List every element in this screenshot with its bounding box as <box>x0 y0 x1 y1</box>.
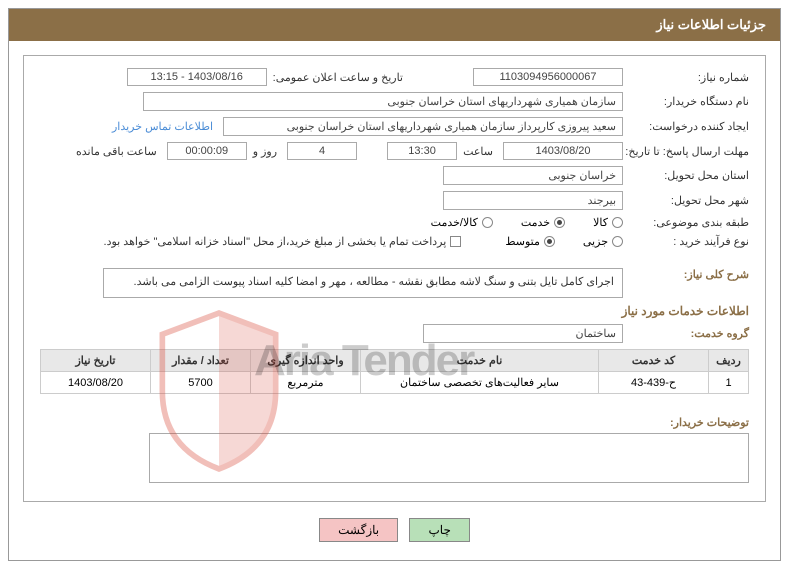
button-bar: چاپ بازگشت <box>23 508 766 546</box>
service-info-label: اطلاعات خدمات مورد نیاز <box>622 304 749 318</box>
form-box: Aria Tender شماره نیاز: 1103094956000067… <box>23 55 766 502</box>
row-summary: شرح کلی نیاز: اجرای کامل تایل بتنی و سنگ… <box>40 268 749 298</box>
category-radios: کالا خدمت کالا/خدمت <box>431 216 623 229</box>
service-group-value: ساختمان <box>423 324 623 343</box>
time-label: ساعت <box>463 145 493 158</box>
radio-medium[interactable]: متوسط <box>505 235 555 248</box>
th-qty: تعداد / مقدار <box>151 350 251 372</box>
th-code: کد خدمت <box>599 350 709 372</box>
city-value: بیرجند <box>443 191 623 210</box>
requester-label: ایجاد کننده درخواست: <box>629 120 749 133</box>
deadline-label: مهلت ارسال پاسخ: تا تاریخ: <box>629 145 749 158</box>
buyer-notes-label: توضیحات خریدار: <box>629 400 749 429</box>
td-qty: 5700 <box>151 372 251 394</box>
row-requester: ایجاد کننده درخواست: سعید پیروزی کارپردا… <box>40 117 749 136</box>
page-wrapper: جزئیات اطلاعات نیاز Aria Tender شماره نی… <box>8 8 781 561</box>
row-city: شهر محل تحویل: بیرجند <box>40 191 749 210</box>
payment-checkbox[interactable] <box>450 236 461 247</box>
days-and-label: روز و <box>253 145 277 158</box>
row-need-number: شماره نیاز: 1103094956000067 تاریخ و ساع… <box>40 68 749 86</box>
th-index: ردیف <box>709 350 749 372</box>
category-label: طبقه بندی موضوعی: <box>629 216 749 229</box>
need-number-value: 1103094956000067 <box>473 68 623 86</box>
process-radios: جزیی متوسط <box>505 235 623 248</box>
row-process: نوع فرآیند خرید : جزیی متوسط پرداخت تمام… <box>40 235 749 248</box>
table-row: 1 ح-439-43 سایر فعالیت‌های تخصصی ساختمان… <box>41 372 749 394</box>
content-area: Aria Tender شماره نیاز: 1103094956000067… <box>9 41 780 560</box>
need-number-label: شماره نیاز: <box>629 71 749 84</box>
announce-date-value: 1403/08/16 - 13:15 <box>127 68 267 86</box>
table-header-row: ردیف کد خدمت نام خدمت واحد اندازه گیری ت… <box>41 350 749 372</box>
header-title: جزئیات اطلاعات نیاز <box>656 17 766 32</box>
buyer-notes-box <box>149 433 749 483</box>
province-value: خراسان جنوبی <box>443 166 623 185</box>
province-label: استان محل تحویل: <box>629 169 749 182</box>
td-index: 1 <box>709 372 749 394</box>
requester-value: سعید پیروزی کارپرداز سازمان همیاری شهردا… <box>223 117 623 136</box>
row-buyer-org: نام دستگاه خریدار: سازمان همیاری شهرداری… <box>40 92 749 111</box>
payment-note: پرداخت تمام یا بخشی از مبلغ خرید،از محل … <box>104 235 447 248</box>
row-province: استان محل تحویل: خراسان جنوبی <box>40 166 749 185</box>
row-category: طبقه بندی موضوعی: کالا خدمت کالا/خدمت <box>40 216 749 229</box>
deadline-time: 13:30 <box>387 142 457 160</box>
td-date: 1403/08/20 <box>41 372 151 394</box>
deadline-date: 1403/08/20 <box>503 142 623 160</box>
td-name: سایر فعالیت‌های تخصصی ساختمان <box>361 372 599 394</box>
days-count: 4 <box>287 142 357 160</box>
remaining-label: ساعت باقی مانده <box>76 145 157 158</box>
radio-goods[interactable]: کالا <box>593 216 623 229</box>
buyer-org-value: سازمان همیاری شهرداریهای استان خراسان جن… <box>143 92 623 111</box>
back-button[interactable]: بازگشت <box>319 518 398 542</box>
city-label: شهر محل تحویل: <box>629 194 749 207</box>
radio-partial[interactable]: جزیی <box>583 235 623 248</box>
header-bar: جزئیات اطلاعات نیاز <box>9 9 780 41</box>
buyer-org-label: نام دستگاه خریدار: <box>629 95 749 108</box>
row-service-group: گروه خدمت: ساختمان <box>40 324 749 343</box>
summary-text: اجرای کامل تایل بتنی و سنگ لاشه مطابق نق… <box>103 268 623 298</box>
print-button[interactable]: چاپ <box>409 518 469 542</box>
th-unit: واحد اندازه گیری <box>251 350 361 372</box>
service-group-label: گروه خدمت: <box>629 327 749 340</box>
services-table: ردیف کد خدمت نام خدمت واحد اندازه گیری ت… <box>40 349 749 394</box>
contact-link[interactable]: اطلاعات تماس خریدار <box>112 120 213 133</box>
countdown: 00:00:09 <box>167 142 247 160</box>
summary-label: شرح کلی نیاز: <box>629 268 749 281</box>
row-buyer-notes: توضیحات خریدار: <box>40 400 749 483</box>
td-code: ح-439-43 <box>599 372 709 394</box>
radio-service[interactable]: خدمت <box>521 216 565 229</box>
radio-goods-service[interactable]: کالا/خدمت <box>431 216 493 229</box>
td-unit: مترمربع <box>251 372 361 394</box>
th-date: تاریخ نیاز <box>41 350 151 372</box>
row-service-info: اطلاعات خدمات مورد نیاز <box>40 304 749 318</box>
row-deadline: مهلت ارسال پاسخ: تا تاریخ: 1403/08/20 سا… <box>40 142 749 160</box>
process-label: نوع فرآیند خرید : <box>629 235 749 248</box>
announce-date-label: تاریخ و ساعت اعلان عمومی: <box>273 71 403 84</box>
th-name: نام خدمت <box>361 350 599 372</box>
